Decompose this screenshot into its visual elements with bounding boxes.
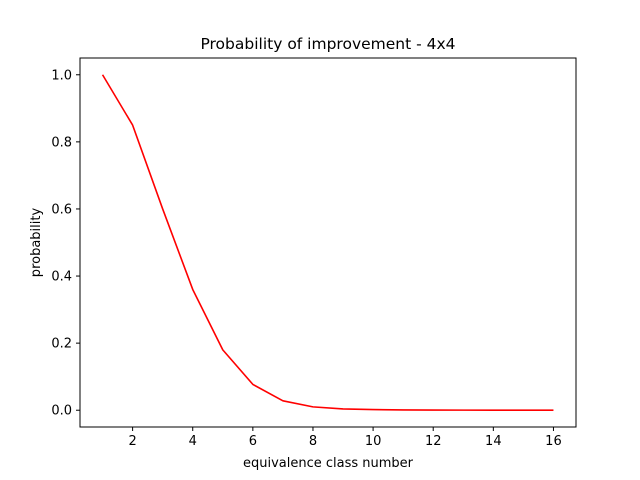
y-tick-label: 0.8 — [51, 135, 72, 150]
y-axis-label: probability — [29, 208, 44, 278]
x-tick-label: 2 — [128, 434, 136, 449]
y-tick-label: 0.2 — [51, 337, 72, 352]
y-tick-label: 1.0 — [51, 68, 72, 83]
chart-title: Probability of improvement - 4x4 — [200, 35, 455, 53]
plot-frame — [79, 57, 577, 428]
x-tick-label: 14 — [485, 434, 502, 449]
plot-area — [80, 58, 576, 427]
series-line — [101, 74, 554, 411]
series-layer — [101, 74, 554, 411]
x-tick-label: 6 — [249, 434, 257, 449]
x-tick-label: 12 — [425, 434, 442, 449]
x-axis-label: equivalence class number — [243, 456, 414, 471]
x-tick-label: 10 — [365, 434, 382, 449]
y-axis: 0.0 0.2 0.4 0.6 0.8 1.0 — [51, 68, 80, 419]
x-tick-label: 4 — [189, 434, 197, 449]
y-tick-label: 0.6 — [51, 202, 72, 217]
x-tick-label: 8 — [309, 434, 317, 449]
x-axis: 2 4 6 8 10 12 14 16 — [128, 427, 562, 449]
y-tick-label: 0.4 — [51, 270, 72, 285]
x-tick-label: 16 — [545, 434, 562, 449]
y-tick-label: 0.0 — [51, 404, 72, 419]
